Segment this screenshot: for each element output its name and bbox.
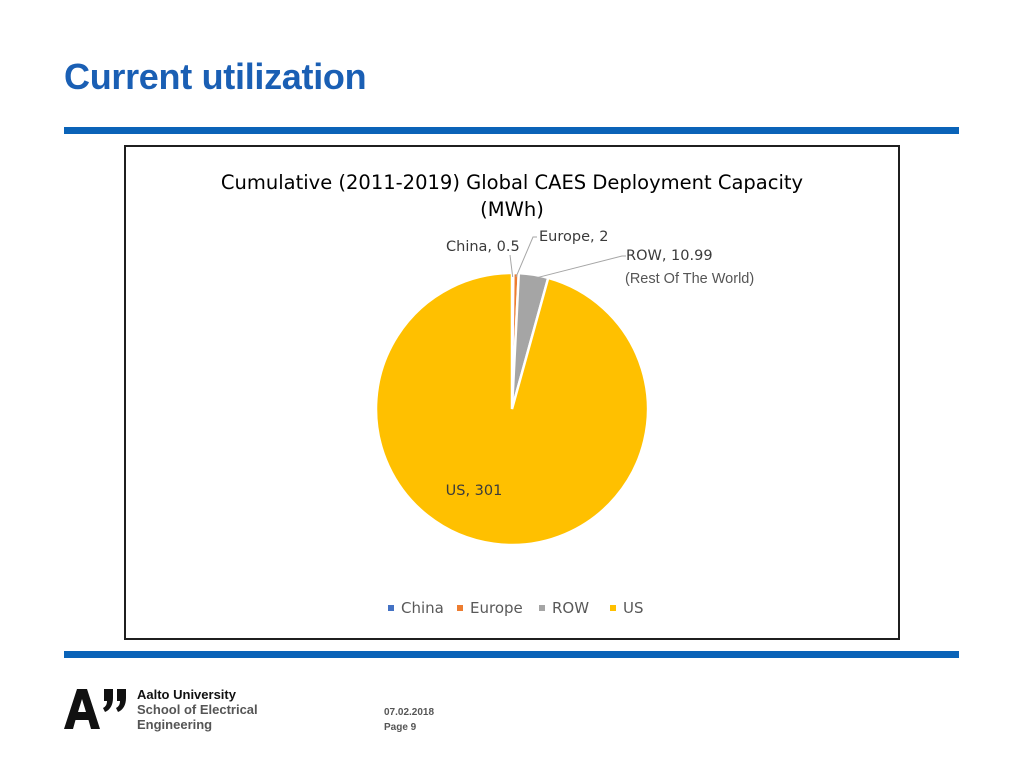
chart-title-line1: Cumulative (2011-2019) Global CAES Deplo…	[221, 171, 803, 194]
chart-title-line2: (MWh)	[480, 198, 544, 221]
chart-legend: China Europe ROW US	[388, 599, 644, 617]
legend-swatch-row	[539, 605, 545, 611]
legend-label-row: ROW	[552, 599, 589, 617]
bottom-divider	[64, 651, 959, 658]
school-name-line1: School of Electrical	[137, 702, 258, 717]
legend-label-us: US	[623, 599, 644, 617]
footer-meta: 07.02.2018 Page 9	[384, 705, 434, 735]
legend-swatch-us	[610, 605, 616, 611]
legend-swatch-europe	[457, 605, 463, 611]
school-name-line2: Engineering	[137, 717, 213, 732]
data-labels: China, 0.5 Europe, 2 ROW, 10.99 US, 301 (Res…	[446, 229, 755, 499]
aalto-logo-icon	[64, 689, 126, 729]
top-divider	[64, 127, 959, 134]
legend-label-china: China	[401, 599, 444, 617]
data-label-china: China, 0.5	[446, 239, 520, 255]
row-annotation: (Rest Of The World)	[625, 271, 754, 287]
leader-line-row	[532, 255, 626, 280]
legend-swatch-china	[388, 605, 394, 611]
university-name: Aalto University	[137, 687, 236, 702]
leader-line-china	[509, 254, 514, 278]
slide-title: Current utilization	[64, 56, 367, 97]
university-block: Aalto University School of Electrical En…	[137, 687, 258, 732]
data-label-row: ROW, 10.99	[626, 248, 713, 264]
leader-line-europe	[515, 236, 537, 278]
legend-label-europe: Europe	[470, 599, 523, 617]
data-label-us: US, 301	[446, 483, 503, 499]
leader-lines	[509, 236, 626, 280]
chart-frame: Cumulative (2011-2019) Global CAES Deplo…	[124, 145, 900, 640]
pie-chart: Cumulative (2011-2019) Global CAES Deplo…	[221, 171, 803, 617]
page-number: Page 9	[384, 722, 417, 733]
pie-slices	[374, 271, 650, 547]
pie-slice-us	[374, 271, 650, 547]
data-label-europe: Europe, 2	[539, 229, 608, 245]
slide-date: 07.02.2018	[384, 707, 435, 718]
